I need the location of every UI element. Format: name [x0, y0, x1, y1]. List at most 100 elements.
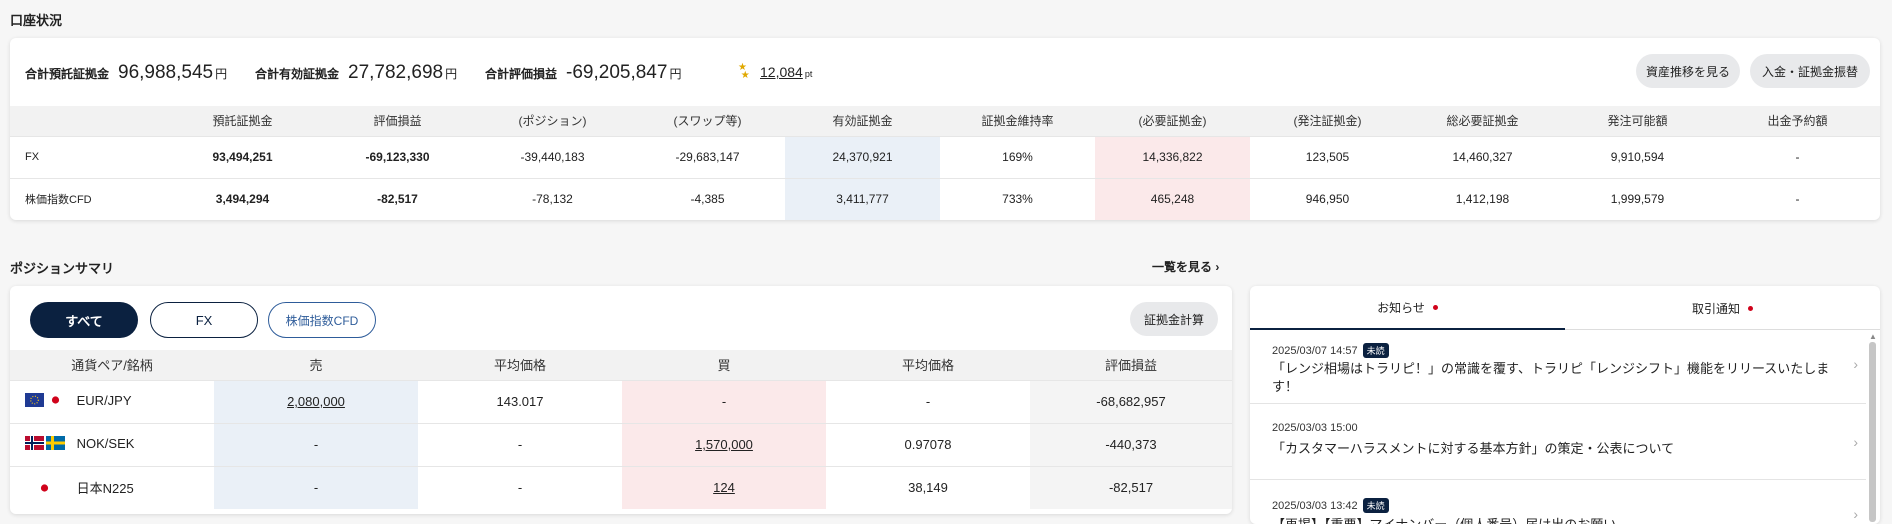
- notice-title: 「レンジ相場はトラリピ！」の常識を覆す、トラリピ「レンジシフト」機能をリリースい…: [1272, 361, 1830, 394]
- notice-item[interactable]: 2025/03/07 14:57 未読 「レンジ相場はトラリピ！」の常識を覆す、…: [1250, 330, 1866, 404]
- total-deposit-label: 合計預託証拠金: [25, 67, 110, 81]
- table-cell: 14,336,822: [1095, 135, 1250, 178]
- jp-flag-icon: [25, 480, 65, 498]
- pair-name: NOK/SEK: [76, 435, 135, 451]
- total-effective-margin: 合計有効証拠金 27,782,698 円: [255, 62, 457, 84]
- col-header: 出金予約額: [1715, 106, 1880, 136]
- col-header: 買: [622, 350, 826, 380]
- row-name: 株価指数CFD: [10, 177, 165, 220]
- pair-cell: EUR/JPY: [10, 379, 214, 423]
- account-summary: 合計預託証拠金 96,988,545 円 合計有効証拠金 27,782,698 …: [10, 38, 1880, 106]
- see-all-label: 一覧を見る: [1152, 260, 1213, 274]
- pair-cell: 日本N225: [10, 465, 214, 509]
- tab-fx[interactable]: FX: [150, 302, 258, 338]
- table-cell: -: [1715, 177, 1880, 220]
- buy-amount-link[interactable]: 1,570,000: [695, 437, 753, 452]
- notice-title: 「カスタマーハラスメントに対する基本方針」の策定・公表について: [1272, 441, 1675, 456]
- table-cell: 1,999,579: [1560, 177, 1715, 220]
- pair-cell: NOK/SEK: [10, 422, 214, 466]
- table-cell: 3,411,777: [785, 177, 940, 220]
- buy-amount-link[interactable]: 124: [713, 480, 735, 496]
- tab-trade-notices-label: 取引通知: [1691, 301, 1740, 316]
- tab-announcements[interactable]: お知らせ: [1250, 286, 1565, 330]
- chevron-right-icon: ›: [1853, 356, 1858, 372]
- pair-name: 日本N225: [76, 480, 134, 496]
- pl-cell: -440,373: [1030, 422, 1232, 466]
- notice-date-text: 2025/03/03 13:42: [1272, 499, 1358, 512]
- buy-avg-price: -: [826, 379, 1030, 423]
- table-cell: 14,460,327: [1405, 135, 1560, 178]
- asset-history-button[interactable]: 資産推移を見る: [1636, 54, 1740, 88]
- row-name: FX: [10, 135, 165, 178]
- tab-announcements-label: お知らせ: [1377, 300, 1425, 315]
- col-header: (ポジション): [475, 106, 630, 136]
- sell-avg-price: -: [418, 465, 622, 509]
- table-row: FX 93,494,251 -69,123,330 -39,440,183 -2…: [10, 135, 1880, 178]
- unread-dot-icon: [1432, 304, 1438, 310]
- notice-scrollbar[interactable]: ▲: [1868, 332, 1877, 522]
- sell-cell: -: [214, 422, 418, 466]
- margin-calc-button[interactable]: 証拠金計算: [1130, 302, 1218, 336]
- col-header: 有効証拠金: [785, 106, 940, 136]
- scrollbar-thumb[interactable]: [1869, 342, 1876, 522]
- sell-cell: -: [214, 465, 418, 509]
- total-deposit: 合計預託証拠金 96,988,545 円: [25, 62, 227, 84]
- points[interactable]: ★ ★ 12,084 pt: [738, 63, 812, 81]
- points-value[interactable]: 12,084: [760, 64, 803, 80]
- sell-amount-link[interactable]: 2,080,000: [287, 394, 345, 409]
- tab-trade-notices[interactable]: 取引通知: [1565, 286, 1880, 330]
- eu-jp-flag-icon: [25, 393, 65, 410]
- notice-date: 2025/03/03 15:00: [1272, 422, 1358, 434]
- table-cell: 946,950: [1250, 177, 1405, 220]
- total-effective-margin-label: 合計有効証拠金: [255, 67, 340, 81]
- scroll-up-icon[interactable]: ▲: [1869, 332, 1877, 341]
- buy-cell: 1,570,000: [622, 422, 826, 466]
- total-pl-unit: 円: [669, 67, 682, 81]
- col-header: (発注証拠金): [1250, 106, 1405, 136]
- sell-cell: 2,080,000: [214, 379, 418, 423]
- col-header: 平均価格: [826, 350, 1030, 380]
- table-cell: -39,440,183: [475, 135, 630, 178]
- sell-avg-price: -: [418, 422, 622, 466]
- table-cell: -82,517: [320, 177, 475, 220]
- col-header: 通貨ペア/銘柄: [10, 350, 214, 380]
- deposit-transfer-button[interactable]: 入金・証拠金振替: [1750, 54, 1870, 88]
- total-effective-margin-value: 27,782,698: [348, 62, 444, 83]
- table-cell: 9,910,594: [1560, 135, 1715, 178]
- col-header: 総必要証拠金: [1405, 106, 1560, 136]
- total-deposit-unit: 円: [215, 67, 228, 81]
- position-summary-title: ポジションサマリ: [10, 261, 115, 276]
- chevron-right-icon: ›: [1853, 434, 1858, 450]
- col-header: 預託証拠金: [165, 106, 320, 136]
- table-row[interactable]: 日本N225 - - 124 38,149 -82,517: [10, 465, 1232, 509]
- table-cell: 169%: [940, 135, 1095, 178]
- notice-tabs: お知らせ 取引通知: [1250, 286, 1880, 330]
- pl-cell: -68,682,957: [1030, 379, 1232, 423]
- notice-item[interactable]: 2025/03/03 15:00 「カスタマーハラスメントに対する基本方針」の策…: [1250, 404, 1866, 480]
- notice-date: 2025/03/07 14:57 未読: [1272, 343, 1389, 358]
- col-header: (スワップ等): [630, 106, 785, 136]
- table-row[interactable]: NOK/SEK - - 1,570,000 0.97078 -440,373: [10, 422, 1232, 466]
- col-header: [10, 106, 165, 136]
- table-row[interactable]: EUR/JPY 2,080,000 143.017 - - -68,682,95…: [10, 379, 1232, 423]
- tab-index-cfd[interactable]: 株価指数CFD: [268, 302, 376, 338]
- buy-cell: 124: [622, 465, 826, 509]
- account-status-title: 口座状況: [10, 13, 63, 28]
- notice-date: 2025/03/03 13:42 未読: [1272, 498, 1389, 513]
- pair-name: EUR/JPY: [76, 392, 132, 408]
- see-all-link[interactable]: 一覧を見る ›: [1152, 258, 1219, 275]
- account-table: 預託証拠金 評価損益 (ポジション) (スワップ等) 有効証拠金 証拠金維持率 …: [10, 106, 1880, 220]
- tab-all[interactable]: すべて: [30, 302, 138, 338]
- total-pl-value: -69,205,847: [566, 62, 668, 83]
- account-table-header: 預託証拠金 評価損益 (ポジション) (スワップ等) 有効証拠金 証拠金維持率 …: [10, 106, 1880, 136]
- col-header: 平均価格: [418, 350, 622, 380]
- unread-badge: 未読: [1362, 343, 1389, 358]
- col-header: 売: [214, 350, 418, 380]
- table-cell: -4,385: [630, 177, 785, 220]
- table-cell: -: [1715, 135, 1880, 178]
- notice-item[interactable]: 2025/03/03 13:42 未読 【再掲】【重要】マイナンバー（個人番号）…: [1250, 480, 1866, 524]
- notice-title: 【再掲】【重要】マイナンバー（個人番号）届け出のお願い: [1272, 516, 1832, 524]
- table-cell: -78,132: [475, 177, 630, 220]
- position-summary-card: すべて FX 株価指数CFD 証拠金計算 通貨ペア/銘柄 売 平均価格 買 平均…: [10, 286, 1232, 514]
